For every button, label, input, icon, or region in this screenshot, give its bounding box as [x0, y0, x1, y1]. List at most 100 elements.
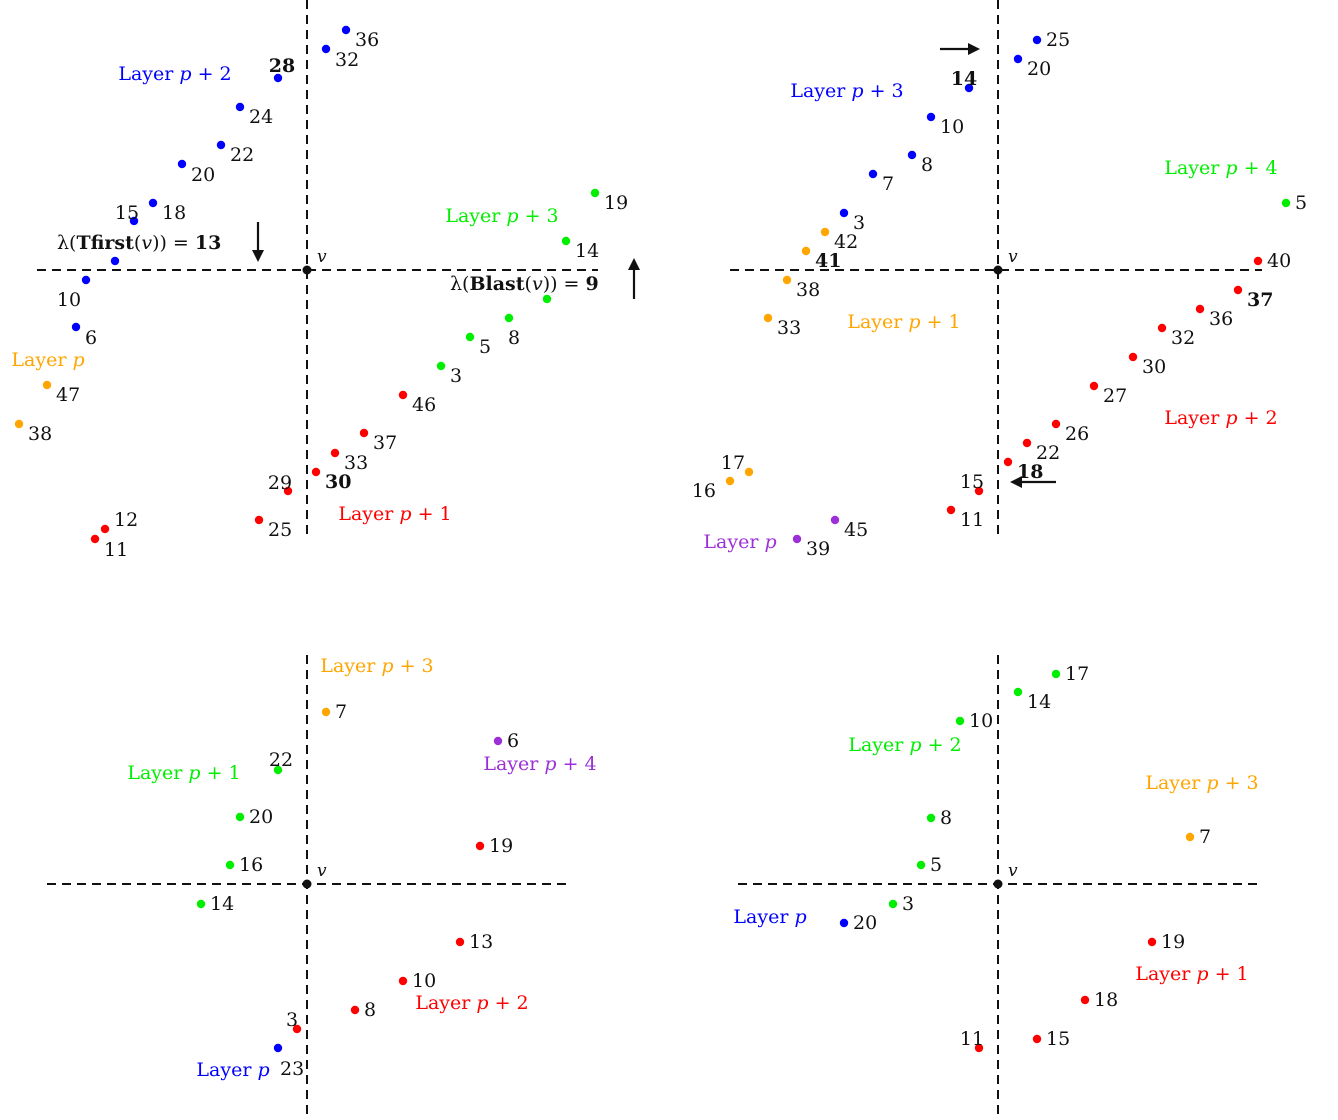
orange-point [1185, 832, 1195, 842]
vertex-v-label: v [1008, 861, 1018, 881]
orange-point [801, 246, 811, 256]
blue-point [177, 159, 187, 169]
red-point [359, 428, 369, 438]
point-label: 15 [1046, 1028, 1070, 1050]
red-point [330, 448, 340, 458]
point-label: 22 [1036, 442, 1060, 464]
point-label: 30 [325, 471, 351, 493]
blue-point [71, 322, 81, 332]
red-point [974, 1043, 984, 1053]
point-label: 3 [286, 1009, 298, 1031]
blast-formula: λ(Blast(v)) = 9 [450, 273, 599, 295]
point-label: 7 [1199, 826, 1211, 848]
point-label: 20 [1027, 58, 1051, 80]
point-label: 30 [1142, 356, 1166, 378]
vertex-v-label: v [317, 247, 327, 267]
point-label: 46 [412, 394, 436, 416]
layer-label: Layer p [11, 349, 84, 371]
point-label: 25 [1046, 29, 1070, 51]
point-label: 13 [469, 931, 493, 953]
vertex-v-dot [993, 265, 1003, 275]
point-label: 22 [269, 749, 293, 771]
point-label: 39 [806, 538, 830, 560]
layer-label: Layer p + 1 [338, 503, 451, 525]
blue-point [148, 198, 158, 208]
red-point [100, 524, 110, 534]
green-point [196, 899, 206, 909]
red-point [398, 976, 408, 986]
point-label: 18 [1017, 461, 1043, 483]
green-point [1281, 198, 1291, 208]
green-point [1013, 687, 1023, 697]
point-label: 3 [450, 365, 462, 387]
point-label: 32 [335, 49, 359, 71]
point-label: 10 [412, 970, 436, 992]
blue-point [839, 918, 849, 928]
point-label: 18 [1094, 989, 1118, 1011]
point-label: 10 [57, 289, 81, 311]
green-point [542, 294, 552, 304]
point-label: 14 [951, 68, 977, 90]
layer-label: Layer p + 1 [127, 762, 240, 784]
point-label: 8 [940, 807, 952, 829]
red-point [90, 534, 100, 544]
panel-4: v 17 14 10 8 53 20 7 19 18 15 11 Layer p + 2 Layer p … [733, 655, 1262, 1115]
point-label: 20 [249, 806, 273, 828]
blue-point [868, 169, 878, 179]
green-point [436, 361, 446, 371]
orange-point [321, 707, 331, 717]
point-label: 15 [960, 471, 984, 493]
point-label: 29 [268, 472, 292, 494]
layer-label: Layer p + 3 [445, 205, 558, 227]
green-point [465, 332, 475, 342]
point-label: 8 [364, 999, 376, 1021]
blue-point [216, 140, 226, 150]
red-point [1195, 304, 1205, 314]
vertex-v-label: v [1008, 247, 1018, 267]
layer-label: Layer p + 2 [118, 63, 231, 85]
point-label: 11 [104, 539, 128, 561]
red-point [1233, 285, 1243, 295]
point-label: 3 [853, 212, 865, 234]
green-point [926, 813, 936, 823]
vertex-v-dot [302, 265, 312, 275]
layer-label: Layer p + 2 [848, 734, 961, 756]
blue-point [273, 73, 283, 83]
point-label: 14 [210, 893, 234, 915]
red-point [1147, 937, 1157, 947]
point-label: 38 [28, 423, 52, 445]
point-label: 24 [249, 106, 273, 128]
layer-label: Layer p + 4 [1164, 157, 1277, 179]
point-label: 26 [1065, 423, 1089, 445]
point-label: 42 [834, 231, 858, 253]
green-point [561, 236, 571, 246]
point-label: 14 [575, 240, 599, 262]
point-label: 17 [721, 452, 745, 474]
point-label: 20 [191, 164, 215, 186]
arrowhead-icon [628, 258, 640, 270]
point-label: 18 [162, 202, 186, 224]
point-label: 19 [1161, 931, 1185, 953]
green-point [225, 860, 235, 870]
purple-point [792, 534, 802, 544]
red-point [1003, 457, 1013, 467]
layer-label: Layer p + 2 [415, 992, 528, 1014]
point-label: 5 [1295, 192, 1307, 214]
point-label: 8 [921, 154, 933, 176]
point-label: 3 [902, 893, 914, 915]
arrowhead-icon [1010, 476, 1022, 488]
point-label: 16 [692, 480, 716, 502]
blue-point [129, 216, 139, 226]
point-label: 20 [853, 912, 877, 934]
point-label: 11 [960, 509, 984, 531]
red-point [455, 937, 465, 947]
point-label: 41 [815, 250, 841, 272]
blue-point [839, 208, 849, 218]
layer-label: Layer p + 3 [790, 80, 903, 102]
blue-point [1032, 35, 1042, 45]
point-label: 6 [507, 730, 519, 752]
point-label: 22 [230, 144, 254, 166]
